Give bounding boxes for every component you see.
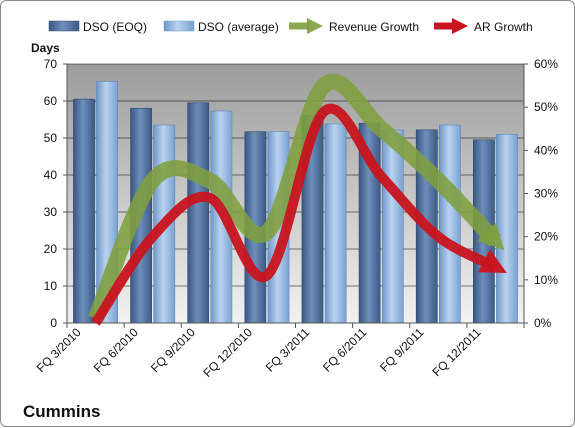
- chart-title: Cummins: [23, 402, 100, 421]
- y2-tick-label: 20%: [534, 230, 558, 244]
- bar-dso-eoq: [73, 98, 95, 324]
- y-tick-label: 50: [44, 131, 58, 145]
- x-tick-label: FQ 9/2010: [148, 325, 198, 375]
- legend-label-revenue-growth: Revenue Growth: [329, 20, 419, 34]
- x-tick-label: FQ 3/2010: [34, 325, 84, 375]
- legend-label-ar-growth: AR Growth: [474, 20, 533, 34]
- y2-tick-label: 0%: [534, 316, 552, 330]
- y-tick-label: 60: [44, 94, 58, 108]
- y-tick-label: 40: [44, 168, 58, 182]
- y2-tick-label: 50%: [534, 100, 558, 114]
- y2-tick-label: 60%: [534, 57, 558, 71]
- y-tick-label: 20: [44, 242, 58, 256]
- legend-item-revenue-growth: Revenue Growth: [289, 18, 419, 34]
- legend-label-dso-average: DSO (average): [198, 20, 279, 34]
- legend-item-dso-average: DSO (average): [163, 20, 279, 34]
- legend-label-dso-eoq: DSO (EOQ): [83, 20, 147, 34]
- x-tick-label: FQ 12/2011: [429, 325, 483, 379]
- y-tick-label: 10: [44, 279, 58, 293]
- bar-dso-average: [381, 129, 404, 324]
- x-tick-label: FQ 3/2011: [263, 325, 313, 375]
- y2-tick-label: 10%: [534, 273, 558, 287]
- bar-dso-average: [439, 124, 461, 324]
- bar-dso-average: [496, 134, 518, 324]
- x-tick-label: FQ 9/2011: [377, 325, 427, 375]
- y-axis-label: Days: [31, 41, 60, 55]
- legend-item-ar-growth: AR Growth: [434, 18, 533, 34]
- bar-dso-average: [324, 123, 347, 324]
- y-tick-label: 70: [44, 57, 58, 71]
- x-tick-label: FQ 6/2010: [91, 325, 141, 375]
- legend: DSO (EOQ) DSO (average) Revenue Growth A…: [48, 18, 533, 34]
- y2-tick-label: 40%: [534, 143, 558, 157]
- legend-item-dso-eoq: DSO (EOQ): [48, 20, 147, 34]
- plot-area: 0 10 20 30 40 50 60 70 0% 10% 20% 30% 40% 50% 60% FQ 3/…: [34, 57, 559, 380]
- y2-tick-label: 30%: [534, 187, 558, 201]
- line-revenue-growth: [88, 73, 505, 322]
- y-tick-label: 30: [44, 205, 58, 219]
- bar-dso-eoq: [187, 102, 210, 324]
- line-ar-growth: [91, 103, 507, 326]
- x-tick-label: FQ 6/2011: [320, 325, 370, 375]
- x-tick-label: FQ 12/2010: [200, 325, 255, 380]
- y-tick-label: 0: [50, 316, 57, 330]
